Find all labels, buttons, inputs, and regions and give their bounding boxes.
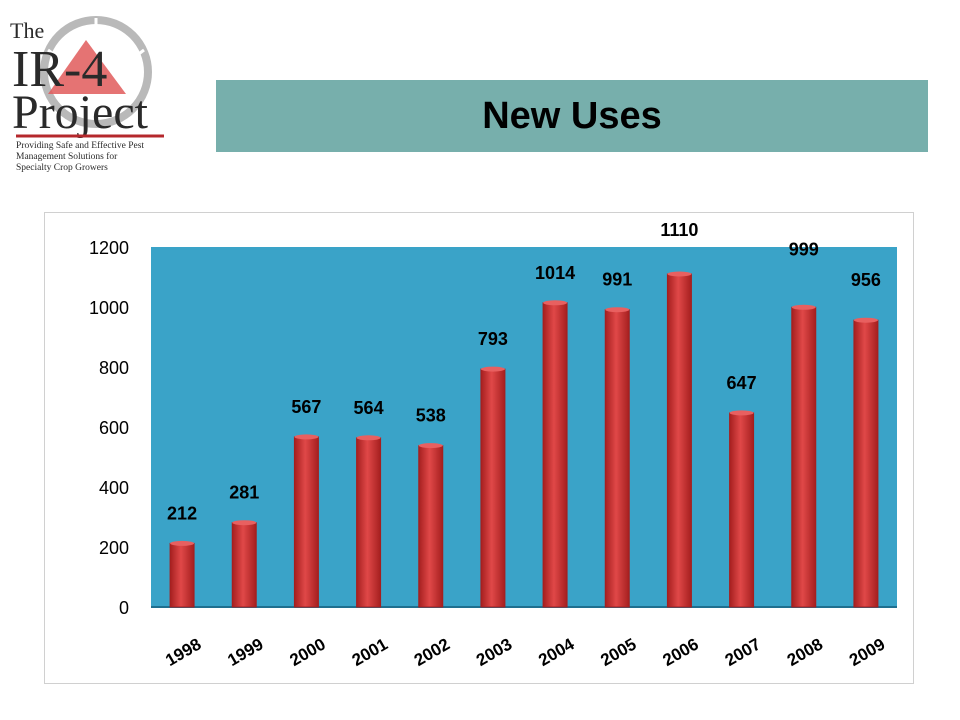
data-label: 956 — [851, 270, 881, 290]
x-tick-label: 1998 — [162, 635, 204, 670]
bar — [480, 368, 506, 608]
logo-the: The — [10, 18, 44, 43]
logo-tagline-2: Management Solutions for — [16, 151, 118, 162]
bar-cap — [791, 304, 816, 310]
x-tick-label: 2005 — [597, 635, 639, 670]
bar-cap — [232, 520, 257, 526]
bar — [604, 309, 630, 608]
bar-cap — [356, 435, 381, 441]
bar — [666, 273, 692, 608]
title-banner: New Uses — [216, 80, 928, 152]
logo-ir4: IR-4 — [12, 41, 107, 98]
x-tick-label: 2009 — [846, 635, 888, 670]
data-label: 999 — [789, 239, 819, 259]
x-tick-label: 2006 — [660, 635, 702, 670]
logo-project: Project — [12, 86, 149, 139]
logo-tagline-1: Providing Safe and Effective Pest — [16, 140, 144, 151]
y-tick-label: 800 — [99, 358, 129, 378]
page-title: New Uses — [482, 94, 662, 137]
y-tick-label: 400 — [99, 478, 129, 498]
bar-cap — [605, 307, 630, 313]
bar — [231, 522, 257, 608]
x-tick-label: 2004 — [535, 634, 578, 670]
data-label: 1110 — [660, 220, 698, 240]
bar — [542, 302, 568, 608]
y-tick-label: 600 — [99, 418, 129, 438]
bar-chart: 0 200 400 600 800 1000 1200 212 281 567 564 538 793… — [89, 220, 897, 670]
bar — [791, 306, 817, 608]
data-label: 564 — [354, 398, 384, 418]
bar-cap — [543, 300, 568, 306]
bar-cap — [853, 317, 878, 323]
bar — [293, 436, 319, 608]
bar-cap — [294, 434, 319, 440]
logo-tagline-3: Specialty Crop Growers — [16, 163, 108, 173]
x-tick-label: 2002 — [411, 635, 453, 670]
data-label: 281 — [229, 483, 259, 503]
bar-cap — [480, 366, 505, 372]
bar-cap — [729, 410, 754, 416]
x-tick-label: 1999 — [224, 635, 266, 670]
data-label: 647 — [727, 373, 757, 393]
data-label: 538 — [416, 406, 446, 426]
y-tick-label: 200 — [99, 538, 129, 558]
bar — [356, 437, 382, 608]
data-label: 212 — [167, 503, 197, 523]
data-label: 991 — [602, 270, 632, 290]
plot-area — [151, 247, 897, 607]
chart-frame: 0 200 400 600 800 1000 1200 212 281 567 564 538 793… — [44, 212, 914, 684]
x-tick-label: 2000 — [287, 635, 329, 670]
data-label: 567 — [291, 397, 321, 417]
bar-cap — [418, 443, 443, 449]
bar — [418, 445, 444, 608]
y-tick-label: 1200 — [89, 238, 129, 258]
data-label: 1014 — [535, 263, 575, 283]
data-label: 793 — [478, 329, 508, 349]
y-tick-label: 1000 — [89, 298, 129, 318]
bar — [853, 319, 879, 608]
x-tick-label: 2007 — [722, 635, 764, 670]
x-tick-label: 2003 — [473, 635, 515, 670]
ir4-project-logo: The IR-4 Project Providing Safe and Effe… — [10, 16, 164, 173]
logo-triangle — [48, 40, 126, 94]
y-tick-label: 0 — [119, 598, 129, 618]
bar-cap — [170, 540, 195, 546]
x-tick-label: 2001 — [349, 635, 391, 670]
bar — [729, 412, 755, 608]
x-tick-label: 2008 — [784, 635, 826, 670]
bar — [169, 542, 195, 608]
bar-cap — [667, 271, 692, 277]
